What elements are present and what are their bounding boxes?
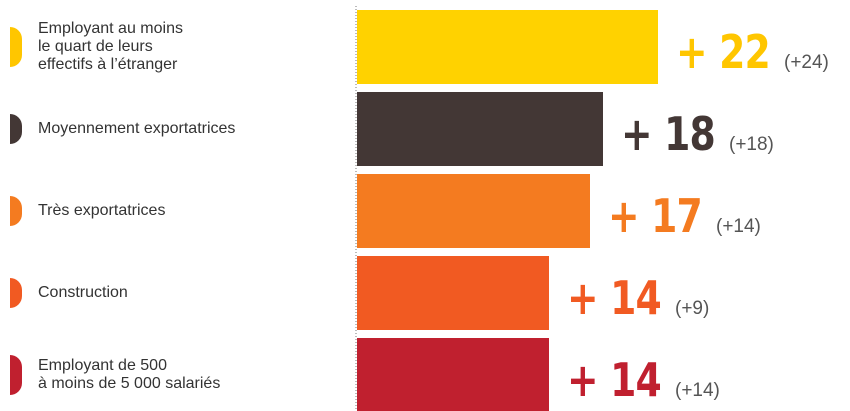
category-label: Très exportatrices (38, 202, 166, 219)
bar (357, 92, 603, 166)
category-label: Moyennement exportatrices (38, 120, 236, 137)
previous-value-label: (+14) (716, 216, 761, 237)
category-label: Construction (38, 284, 128, 301)
category-label: Employant au moins le quart de leurs eff… (38, 20, 183, 73)
value-label: + 14 (567, 353, 661, 407)
bar (357, 338, 549, 411)
category-marker (10, 278, 22, 308)
value-label: + 17 (608, 189, 702, 243)
bar (357, 10, 658, 84)
category-marker (10, 355, 22, 395)
category-marker (10, 114, 22, 144)
previous-value-label: (+9) (675, 298, 709, 319)
category-marker (10, 196, 22, 226)
value-label: + 18 (621, 107, 715, 161)
category-label: Employant de 500 à moins de 5 000 salari… (38, 357, 221, 392)
previous-value-label: (+18) (729, 134, 774, 155)
value-label: + 22 (676, 25, 770, 79)
previous-value-label: (+24) (784, 52, 829, 73)
value-label: + 14 (567, 271, 661, 325)
previous-value-label: (+14) (675, 380, 720, 401)
bar (357, 174, 590, 248)
category-marker (10, 27, 22, 67)
bar (357, 256, 549, 330)
